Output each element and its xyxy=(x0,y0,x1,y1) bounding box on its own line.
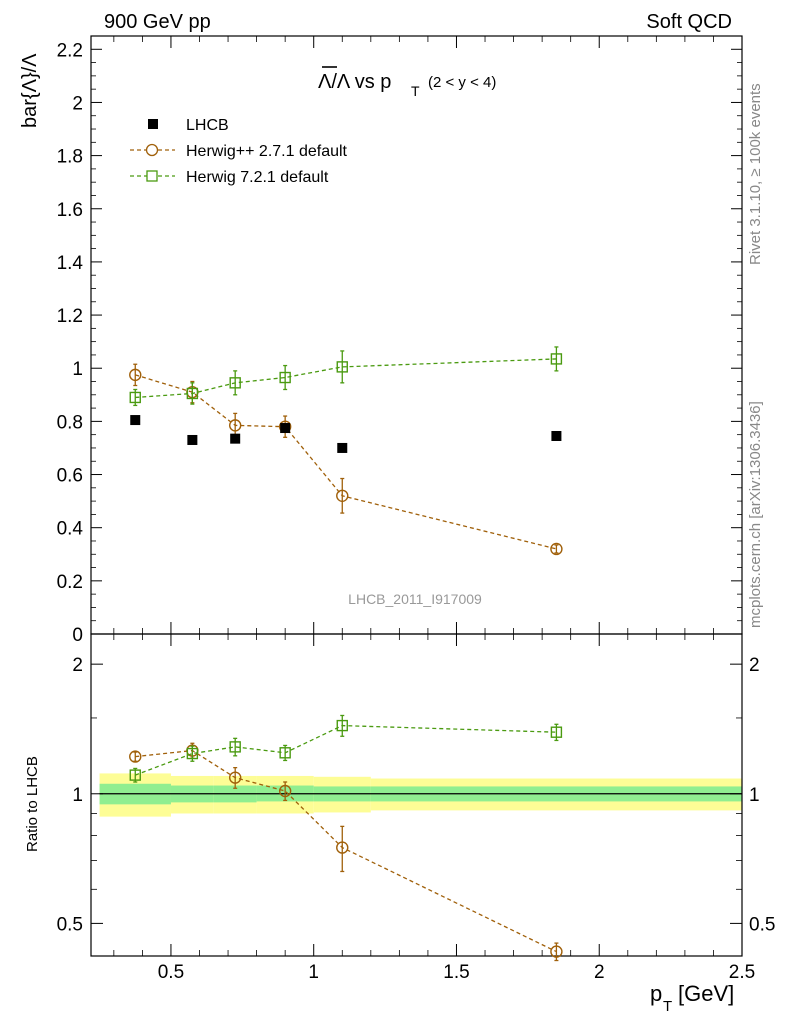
legend-marker-lhcb xyxy=(148,119,158,129)
ratio-ytick-label: 1 xyxy=(72,785,83,806)
data-point xyxy=(336,489,349,502)
main-ytick-label: 1.8 xyxy=(57,147,83,168)
data-point xyxy=(186,747,199,760)
rivet-label: Rivet 3.1.10, ≥ 100k events xyxy=(747,83,764,265)
ratio-ytick-label-right: 1 xyxy=(749,785,760,806)
data-point xyxy=(129,750,142,763)
legend: LHCB Herwig++ 2.7.1 default Herwig 7.2.1… xyxy=(130,117,348,186)
main-ytick-label: 2 xyxy=(72,93,83,114)
series-herwig-2-7-1-default xyxy=(129,363,563,556)
ratio-panel: 0.5 0.5 1 1 2 2 0.5 1 1.5 2 2.5 Ratio to LHCB xyxy=(24,633,775,983)
analysis-watermark: LHCB_2011_I917009 xyxy=(348,591,482,607)
ratio-ytick-label: 2 xyxy=(72,655,83,676)
data-point xyxy=(230,433,241,444)
title-main: Λ/Λ vs p xyxy=(318,71,391,93)
main-ytick-label: 0.2 xyxy=(57,572,83,593)
ratio-ytick-label-right: 2 xyxy=(749,655,760,676)
series-line xyxy=(135,724,557,776)
ratio-axes: 0.5 0.5 1 1 2 2 0.5 1 1.5 2 2.5 xyxy=(57,633,775,983)
data-point xyxy=(550,726,563,738)
main-ytick-label: 0.6 xyxy=(57,466,83,487)
legend-label-lhcb: LHCB xyxy=(186,117,229,134)
xtick-label: 2.5 xyxy=(729,962,755,983)
data-point xyxy=(228,771,242,784)
data-point xyxy=(336,841,349,854)
legend-marker-herwig7 xyxy=(146,170,158,182)
ratio-data-layer xyxy=(129,714,563,962)
data-point xyxy=(279,747,291,759)
main-panel: 0 0.2 0.4 0.6 0.8 1 1.2 1.4 1.6 1.8 2 2.2 Λ/Λ vs p … xyxy=(19,35,743,646)
data-point xyxy=(186,387,199,400)
main-ylabel: bar{Λ}/Λ xyxy=(19,53,41,128)
ratio-ytick-label: 0.5 xyxy=(57,914,83,935)
main-ytick-label: 1.4 xyxy=(57,253,84,274)
legend-label-herwig7: Herwig 7.2.1 default xyxy=(186,169,329,186)
x-axis-label: p T [GeV] xyxy=(650,981,734,1015)
series-herwig-7-2-1-default xyxy=(129,714,563,783)
ratio-ylabel: Ratio to LHCB xyxy=(24,756,41,852)
title-range: (2 < y < 4) xyxy=(428,74,496,91)
data-point xyxy=(550,542,563,556)
xlabel-sub: T xyxy=(663,998,672,1015)
main-axes: 0 0.2 0.4 0.6 0.8 1 1.2 1.4 1.6 1.8 2 2.2 xyxy=(57,35,743,646)
ratio-uncertainty-band xyxy=(99,773,742,817)
series-herwig-2-7-1-default xyxy=(129,742,563,962)
data-point xyxy=(129,769,141,781)
xtick-label: 0.5 xyxy=(158,962,184,983)
series-herwig-7-2-1-default xyxy=(129,346,563,407)
series-line xyxy=(135,749,557,953)
xtick-label: 1.5 xyxy=(443,962,469,983)
series-lhcb xyxy=(130,415,562,453)
legend-marker-herwigpp xyxy=(145,143,159,157)
data-point xyxy=(187,434,198,445)
ratio-frame xyxy=(90,633,743,957)
data-point xyxy=(229,741,241,753)
data-point xyxy=(129,391,141,404)
data-point xyxy=(336,719,348,732)
data-point xyxy=(550,353,563,365)
data-point xyxy=(280,423,291,434)
series-line xyxy=(135,374,557,550)
main-ytick-label: 1.2 xyxy=(57,306,83,327)
data-point xyxy=(550,945,563,958)
data-point xyxy=(337,442,348,453)
xlabel-p: p xyxy=(650,981,662,1006)
series-line xyxy=(135,358,557,399)
legend-label-herwigpp: Herwig++ 2.7.1 default xyxy=(186,143,348,160)
main-ytick-label: 0.8 xyxy=(57,412,83,433)
data-point xyxy=(229,377,241,389)
data-point xyxy=(336,361,348,373)
data-point xyxy=(129,368,142,382)
xtick-label: 1 xyxy=(308,962,319,983)
xtick-label: 2 xyxy=(594,962,605,983)
main-ytick-label: 2.2 xyxy=(57,40,83,61)
plot-title: Λ/Λ vs p T (2 < y < 4) xyxy=(318,66,496,99)
data-point xyxy=(551,430,562,441)
main-ytick-label: 1 xyxy=(72,359,83,380)
header-right: Soft QCD xyxy=(646,11,732,33)
data-point xyxy=(279,371,291,384)
mcplots-label: mcplots.cern.ch [arXiv:1306.3436] xyxy=(747,401,764,628)
data-point xyxy=(278,784,292,798)
main-ytick-label: 0.4 xyxy=(57,519,84,540)
data-point xyxy=(228,419,242,432)
data-point xyxy=(130,415,141,426)
main-ytick-label: 1.6 xyxy=(57,200,83,221)
ratio-ytick-label-right: 0.5 xyxy=(749,914,775,935)
main-ytick-label: 0 xyxy=(72,625,83,646)
header-left: 900 GeV pp xyxy=(104,11,211,33)
title-subscript: T xyxy=(411,83,420,99)
main-data-layer xyxy=(129,346,563,556)
xlabel-unit: [GeV] xyxy=(678,981,734,1006)
